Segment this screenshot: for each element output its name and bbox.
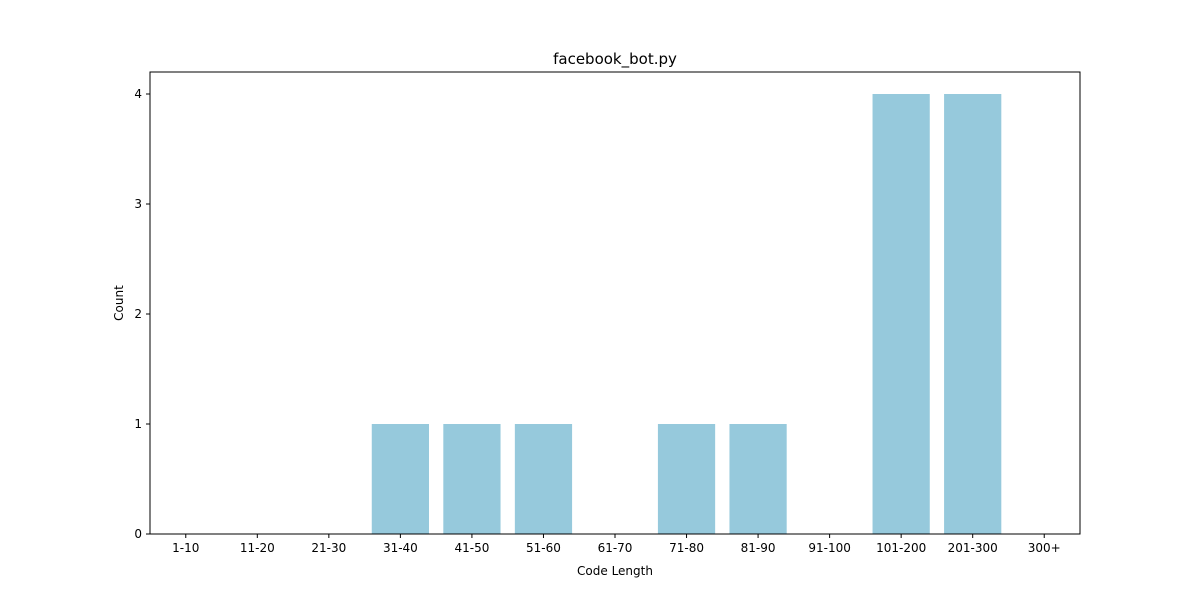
x-tick-label: 201-300 [948, 541, 998, 555]
y-tick-label: 1 [134, 417, 142, 431]
x-tick-label: 81-90 [741, 541, 776, 555]
y-tick-label: 4 [134, 87, 142, 101]
bars-layer [371, 94, 1002, 534]
x-tick-label: 31-40 [383, 541, 418, 555]
x-axis-ticks: 1-10 11-20 21-30 31-40 41-50 51-60 61-70 71-80 8… [172, 534, 1061, 555]
y-tick-label: 0 [134, 527, 142, 541]
y-axis-ticks: 0 1 2 3 4 [134, 87, 150, 541]
x-tick-label: 21-30 [311, 541, 346, 555]
bar [443, 424, 501, 534]
bar [729, 424, 787, 534]
x-tick-label: 41-50 [454, 541, 489, 555]
x-tick-label: 11-20 [240, 541, 275, 555]
x-tick-label: 71-80 [669, 541, 704, 555]
y-tick-label: 3 [134, 197, 142, 211]
chart-title: facebook_bot.py [553, 50, 677, 69]
bar [514, 424, 573, 534]
y-axis-label: Count [112, 285, 126, 321]
x-axis-label: Code Length [577, 564, 653, 578]
x-tick-label: 1-10 [172, 541, 199, 555]
bar [657, 424, 716, 534]
y-tick-label: 2 [134, 307, 142, 321]
x-tick-label: 51-60 [526, 541, 561, 555]
x-tick-label: 101-200 [876, 541, 926, 555]
bar [371, 424, 429, 534]
x-tick-label: 300+ [1028, 541, 1061, 555]
bar [944, 94, 1002, 534]
x-tick-label: 61-70 [598, 541, 633, 555]
x-tick-label: 91-100 [808, 541, 851, 555]
bar [872, 94, 930, 534]
